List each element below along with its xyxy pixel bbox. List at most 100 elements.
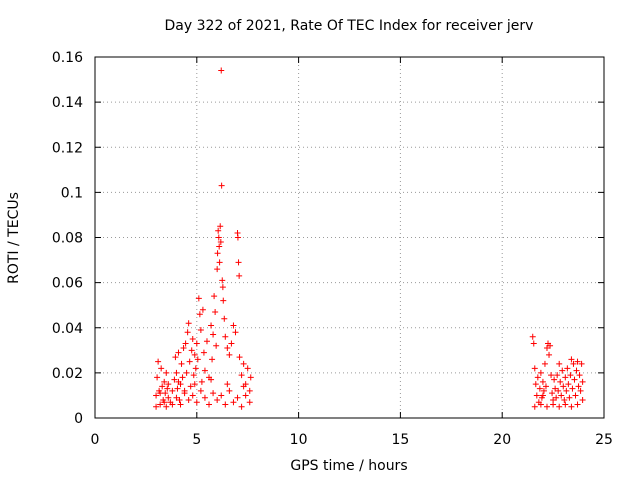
- data-point: [180, 345, 187, 352]
- data-point: [187, 383, 194, 390]
- data-point: [562, 401, 569, 408]
- data-point: [158, 365, 165, 372]
- data-point: [181, 387, 188, 394]
- data-point: [226, 387, 233, 394]
- data-point: [199, 306, 206, 313]
- data-point: [541, 360, 548, 367]
- data-point: [154, 374, 161, 381]
- data-point: [171, 376, 178, 383]
- data-point: [157, 401, 164, 408]
- data-point: [235, 259, 242, 266]
- data-point: [552, 385, 559, 392]
- data-point: [226, 351, 233, 358]
- data-point: [169, 387, 176, 394]
- data-point: [218, 182, 225, 189]
- data-point: [569, 385, 576, 392]
- data-point: [574, 358, 581, 365]
- data-point: [200, 349, 207, 356]
- data-point: [543, 403, 550, 410]
- data-point: [529, 333, 536, 340]
- data-point: [232, 329, 239, 336]
- data-point: [201, 394, 208, 401]
- data-point: [188, 347, 195, 354]
- data-point: [542, 383, 549, 390]
- data-point: [531, 365, 538, 372]
- data-point: [172, 354, 179, 361]
- data-point: [562, 374, 569, 381]
- data-point: [557, 378, 564, 385]
- data-point: [217, 239, 224, 246]
- y-tick-label: 0.14: [52, 95, 83, 111]
- data-point: [153, 403, 160, 410]
- data-point: [577, 387, 584, 394]
- data-point: [216, 243, 223, 250]
- data-point: [163, 403, 170, 410]
- data-point: [218, 67, 225, 74]
- data-point: [210, 331, 217, 338]
- axis-tick-labels: 0 5 10 15 20 25 0 0.02 0.04 0.06 0.08 0.1 0.12 0.14 0.…: [52, 50, 613, 448]
- data-point: [206, 401, 213, 408]
- data-point: [185, 396, 192, 403]
- data-point: [244, 365, 251, 372]
- data-point: [169, 401, 176, 408]
- data-point: [203, 338, 210, 345]
- data-point: [532, 381, 539, 388]
- data-point: [178, 360, 185, 367]
- x-axis-label: GPS time / hours: [290, 458, 407, 474]
- data-point: [175, 378, 182, 385]
- data-point: [561, 396, 568, 403]
- data-point: [242, 392, 249, 399]
- data-point: [220, 297, 227, 304]
- data-point: [555, 387, 562, 394]
- data-point: [208, 376, 215, 383]
- data-point: [219, 284, 226, 291]
- data-point: [568, 356, 575, 363]
- x-tick-label: 15: [391, 432, 409, 448]
- y-tick-label: 0.1: [61, 185, 83, 201]
- data-point: [191, 381, 198, 388]
- data-point: [215, 227, 222, 234]
- data-point: [217, 223, 224, 230]
- data-point: [579, 396, 586, 403]
- data-point: [165, 394, 172, 401]
- data-point: [201, 367, 208, 374]
- data-point: [551, 376, 558, 383]
- data-point: [228, 340, 235, 347]
- data-point: [186, 358, 193, 365]
- data-point: [543, 345, 550, 352]
- data-point: [174, 385, 181, 392]
- data-point: [194, 356, 201, 363]
- data-point: [236, 354, 243, 361]
- data-point: [209, 356, 216, 363]
- data-point: [224, 381, 231, 388]
- data-point: [157, 390, 164, 397]
- data-point: [195, 295, 202, 302]
- data-point: [531, 403, 538, 410]
- y-tick-label: 0.16: [52, 50, 83, 66]
- data-point: [176, 396, 183, 403]
- data-point: [155, 358, 162, 365]
- data-point: [197, 327, 204, 334]
- data-point: [234, 394, 241, 401]
- data-point: [549, 390, 556, 397]
- data-point: [539, 378, 546, 385]
- data-point: [575, 383, 582, 390]
- x-tick-label: 25: [595, 432, 613, 448]
- data-point: [566, 394, 573, 401]
- data-point: [173, 394, 180, 401]
- data-point: [222, 333, 229, 340]
- data-point: [183, 369, 190, 376]
- data-point: [579, 378, 586, 385]
- data-point: [568, 403, 575, 410]
- y-axis-label: ROTI / TECUs: [6, 192, 22, 284]
- data-point: [153, 392, 160, 399]
- data-point: [533, 392, 540, 399]
- data-point: [216, 259, 223, 266]
- x-tick-label: 5: [192, 432, 201, 448]
- data-point: [189, 392, 196, 399]
- data-point: [222, 401, 229, 408]
- data-point: [210, 390, 217, 397]
- y-tick-label: 0.02: [52, 366, 83, 382]
- data-point: [240, 360, 247, 367]
- data-point: [554, 372, 561, 379]
